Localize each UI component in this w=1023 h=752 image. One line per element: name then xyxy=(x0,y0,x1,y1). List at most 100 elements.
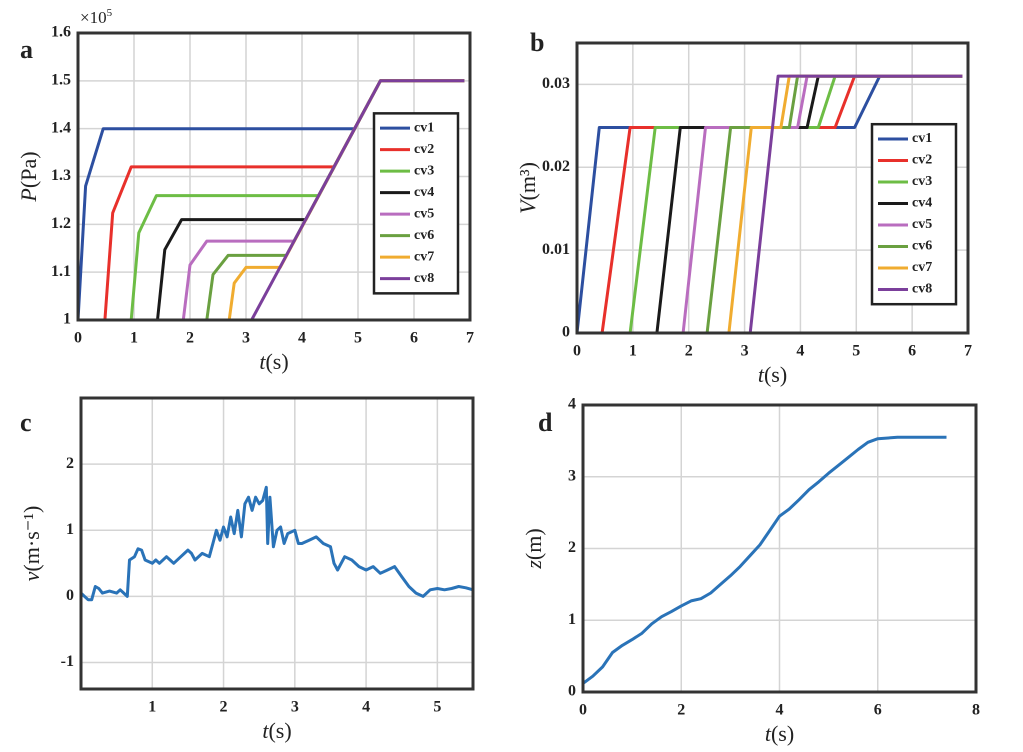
y-tick-label: 1.3 xyxy=(51,167,71,184)
x-tick-label: 5 xyxy=(852,343,860,360)
x-tick-label: 7 xyxy=(964,343,972,360)
x-axis-label: t(s) xyxy=(259,349,288,374)
x-tick-label: 3 xyxy=(242,330,250,347)
y-tick-label: 0 xyxy=(568,683,576,700)
y-axis-symbol: z xyxy=(521,560,546,570)
y-axis-label: v(m·s⁻¹) xyxy=(19,506,44,582)
x-tick-label: 0 xyxy=(573,343,581,360)
x-tick-label: 6 xyxy=(874,702,882,719)
data-line xyxy=(79,485,474,602)
x-axis-unit: (s) xyxy=(268,718,291,743)
x-tick-label: 7 xyxy=(466,330,474,347)
y-axis-symbol: P xyxy=(16,188,41,202)
x-tick-label: 5 xyxy=(354,330,362,347)
y-axis-unit: (Pa) xyxy=(16,151,41,188)
y-axis-symbol: v xyxy=(19,571,44,581)
axes-frame xyxy=(575,41,970,335)
x-tick-label: 6 xyxy=(908,343,916,360)
x-axis-label: t(s) xyxy=(262,718,291,743)
y-tick-label: 4 xyxy=(568,396,576,413)
y-tick-label: 0 xyxy=(562,324,570,341)
multiplier-base: ×10 xyxy=(80,8,107,27)
panel-label: a xyxy=(20,35,33,64)
y-axis-label: P(Pa) xyxy=(16,151,41,202)
y-tick-label: 1 xyxy=(63,311,71,328)
y-tick-label: 1.5 xyxy=(51,72,71,89)
legend-label: cv6 xyxy=(414,228,434,243)
y-tick-label: 1 xyxy=(66,521,74,538)
axes-frame xyxy=(76,31,472,322)
y-tick-label: 1 xyxy=(568,611,576,628)
y-tick-label: 0.02 xyxy=(542,158,570,175)
multiplier-exponent: 5 xyxy=(107,7,113,19)
plot-area xyxy=(81,398,473,689)
x-tick-label: 0 xyxy=(74,330,82,347)
x-tick-label: 2 xyxy=(220,699,228,716)
y-multiplier: ×105 xyxy=(80,7,113,27)
y-axis-unit: (m³) xyxy=(515,162,540,200)
data-line xyxy=(582,435,947,685)
x-axis-label: t(s) xyxy=(758,362,787,387)
legend-label: cv2 xyxy=(414,142,434,157)
x-axis-symbol: t xyxy=(262,718,269,743)
axes-frame xyxy=(581,403,978,694)
legend-label: cv2 xyxy=(912,153,932,168)
x-tick-label: 4 xyxy=(776,702,784,719)
panel-label: d xyxy=(538,408,553,437)
y-tick-label: -1 xyxy=(61,653,74,670)
panel-label: c xyxy=(20,408,32,437)
x-tick-label: 8 xyxy=(972,702,980,719)
x-axis-label: t(s) xyxy=(765,721,794,746)
x-tick-label: 4 xyxy=(298,330,306,347)
legend-label: cv7 xyxy=(912,260,932,275)
legend-box xyxy=(372,112,460,295)
x-tick-label: 1 xyxy=(148,699,156,716)
y-axis-symbol: V xyxy=(515,198,540,214)
x-tick-label: 3 xyxy=(741,343,749,360)
y-tick-label: 1.1 xyxy=(51,263,71,280)
x-tick-label: 4 xyxy=(796,343,804,360)
x-axis-unit: (s) xyxy=(771,721,794,746)
y-axis-label: z(m) xyxy=(521,528,546,569)
x-tick-label: 1 xyxy=(130,330,138,347)
legend-label: cv5 xyxy=(414,206,434,221)
legend-label: cv3 xyxy=(912,174,932,189)
axes-frame xyxy=(79,396,475,691)
legend-label: cv3 xyxy=(414,163,434,178)
x-axis-symbol: t xyxy=(758,362,765,387)
x-tick-label: 0 xyxy=(579,702,587,719)
x-axis-symbol: t xyxy=(765,721,772,746)
x-axis-symbol: t xyxy=(259,349,266,374)
x-tick-label: 1 xyxy=(629,343,637,360)
legend-label: cv7 xyxy=(414,249,434,264)
y-tick-label: 3 xyxy=(568,467,576,484)
y-tick-label: 1.2 xyxy=(51,215,71,232)
y-axis-unit: (m·s⁻¹) xyxy=(19,506,44,572)
legend-label: cv8 xyxy=(912,282,932,297)
x-axis-unit: (s) xyxy=(764,362,787,387)
y-tick-label: 2 xyxy=(66,455,74,472)
legend-label: cv8 xyxy=(414,271,434,286)
x-tick-label: 2 xyxy=(186,330,194,347)
legend-box xyxy=(870,122,958,306)
y-tick-label: 1.6 xyxy=(51,24,71,41)
legend-label: cv1 xyxy=(912,131,932,146)
legend-label: cv1 xyxy=(414,120,434,135)
legend-label: cv6 xyxy=(912,239,932,254)
legend-label: cv4 xyxy=(414,185,434,200)
x-axis-unit: (s) xyxy=(265,349,288,374)
y-axis-unit: (m) xyxy=(521,528,546,560)
x-tick-label: 2 xyxy=(685,343,693,360)
x-tick-label: 5 xyxy=(433,699,441,716)
x-tick-label: 2 xyxy=(677,702,685,719)
x-tick-label: 4 xyxy=(362,699,370,716)
y-tick-label: 0.01 xyxy=(542,241,570,258)
y-tick-label: 0 xyxy=(66,587,74,604)
x-tick-label: 3 xyxy=(291,699,299,716)
legend-label: cv5 xyxy=(912,217,932,232)
panel-label: b xyxy=(530,28,544,57)
y-axis-label: V(m³) xyxy=(515,162,540,214)
y-tick-label: 1.4 xyxy=(51,119,71,136)
y-tick-label: 2 xyxy=(568,539,576,556)
